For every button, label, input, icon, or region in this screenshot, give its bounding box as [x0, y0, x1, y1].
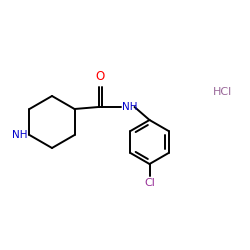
Text: NH: NH — [122, 102, 137, 112]
Text: O: O — [95, 70, 104, 83]
Text: HCl: HCl — [212, 87, 232, 97]
Text: NH: NH — [12, 130, 28, 140]
Text: Cl: Cl — [144, 178, 155, 188]
